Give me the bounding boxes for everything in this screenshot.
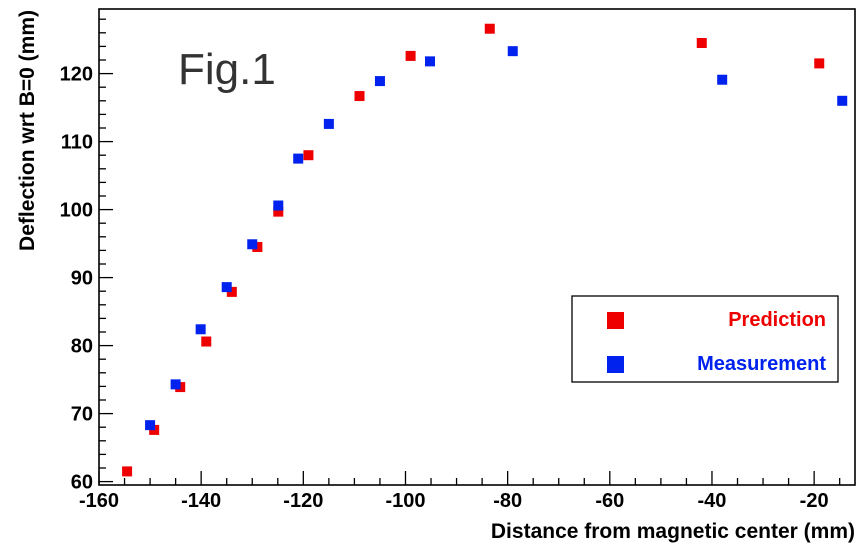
x-tick-label: -40 [698, 490, 727, 512]
point-measurement [837, 95, 848, 106]
x-axis-title: Distance from magnetic center (mm) [491, 520, 855, 543]
point-measurement [170, 379, 181, 390]
fig-annotation: Fig.1 [178, 45, 276, 94]
y-tick-label: 70 [71, 404, 93, 426]
point-measurement [717, 74, 728, 85]
x-tick-label: -80 [493, 490, 522, 512]
y-tick-label: 110 [61, 132, 93, 154]
y-tick-label: 60 [71, 472, 93, 494]
y-tick-label: 100 [60, 200, 93, 222]
point-prediction [303, 150, 314, 161]
data-points [122, 23, 848, 477]
axis-ticks: -160 -140 -120 -100 -80 -60 -40 -20 60 70 80 90 100 1… [60, 18, 841, 512]
legend-label-prediction: Prediction [728, 309, 826, 331]
legend-label-measurement: Measurement [697, 353, 826, 375]
point-measurement [323, 118, 334, 129]
legend-marker-prediction [607, 312, 624, 329]
point-measurement [293, 153, 304, 164]
point-measurement [507, 46, 518, 57]
x-tick-label: -100 [385, 490, 425, 512]
point-measurement [425, 56, 436, 67]
x-tick-label: -60 [595, 490, 624, 512]
y-tick-label: 120 [60, 64, 93, 86]
point-prediction [814, 58, 825, 69]
legend: Prediction Measurement [571, 295, 839, 383]
legend-marker-measurement [607, 356, 624, 373]
point-prediction [201, 336, 212, 347]
x-tick-label: -140 [181, 490, 221, 512]
x-tick-label: -160 [79, 490, 119, 512]
point-prediction [354, 91, 365, 102]
point-prediction [226, 286, 237, 297]
y-axis-title: Deflection wrt B=0 (mm) [16, 10, 39, 251]
y-tick-label: 80 [71, 336, 93, 358]
point-prediction [273, 206, 284, 217]
point-measurement [247, 239, 258, 250]
x-tick-label: -120 [283, 490, 323, 512]
y-tick-label: 90 [71, 268, 93, 290]
point-prediction [405, 50, 416, 61]
plot-frame [98, 8, 856, 486]
point-prediction [484, 23, 495, 34]
point-measurement [145, 420, 156, 431]
point-prediction [696, 38, 707, 48]
point-measurement [273, 200, 284, 211]
point-measurement [195, 324, 206, 335]
point-measurement [221, 282, 232, 293]
point-prediction [252, 242, 263, 252]
x-tick-label: -20 [800, 490, 829, 512]
point-measurement [374, 76, 385, 87]
point-prediction [122, 466, 133, 477]
